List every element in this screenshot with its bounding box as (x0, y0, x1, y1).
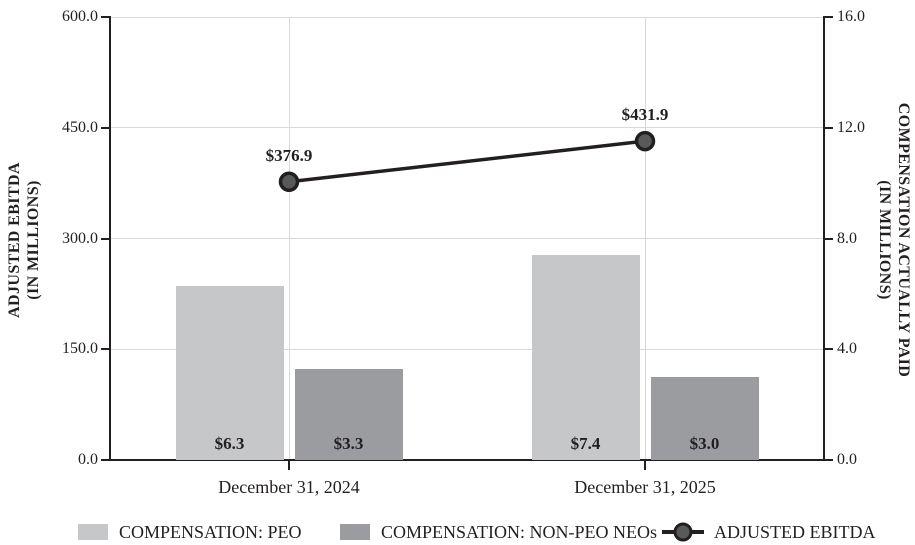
left-axis-tick-label: 300.0 (62, 229, 98, 247)
right-axis-tick (825, 237, 833, 240)
legend-circle-marker-icon (673, 522, 693, 542)
bar-compensation-peo: $6.3 (175, 285, 284, 460)
bar-compensation-peo: $7.4 (531, 255, 640, 460)
left-axis-tick (101, 126, 109, 129)
line-point-value-label: $431.9 (621, 105, 669, 125)
left-axis-tick (101, 459, 109, 461)
left-axis-tick-label: 150.0 (62, 340, 98, 358)
legend-label-ebitda: ADJUSTED EBITDA (714, 522, 876, 542)
bar-value-label: $6.3 (214, 433, 245, 453)
gridline-vertical (288, 17, 290, 460)
legend-item-compensation-non-peo-neos: COMPENSATION: NON-PEO NEOs (340, 521, 657, 543)
left-axis-tick-label: 600.0 (62, 8, 98, 25)
gridline-horizontal (111, 127, 823, 129)
right-axis-tick-label: 0.0 (837, 451, 857, 468)
gridline-vertical (644, 17, 646, 460)
x-axis-line (101, 459, 833, 461)
left-axis-tick (101, 16, 109, 18)
legend-label-peo: COMPENSATION: PEO (119, 522, 302, 542)
legend-swatch-non-peo-icon (340, 524, 370, 540)
right-axis-tick (825, 126, 833, 129)
ebitda-line-path (288, 139, 646, 184)
gridline-horizontal (111, 238, 823, 239)
y-axis-right-line (823, 16, 825, 461)
gridline-horizontal (111, 16, 823, 18)
left-axis-tick-label: 450.0 (62, 118, 98, 136)
left-axis-tick-label: 0.0 (78, 451, 98, 468)
legend-line-marker-icon (662, 522, 704, 542)
bar-compensation-non-peo-neos: $3.3 (294, 368, 403, 460)
category-label: December 31, 2024 (218, 477, 360, 497)
x-axis-tick (644, 460, 646, 470)
line-point-value-label: $376.9 (265, 145, 313, 165)
legend-swatch-peo-icon (78, 524, 108, 540)
right-axis-tick-label: 12.0 (837, 118, 865, 136)
right-axis-tick (825, 16, 833, 18)
bar-value-label: $3.3 (333, 433, 364, 453)
right-axis-tick-label: 16.0 (837, 8, 865, 25)
right-axis-tick (825, 348, 833, 351)
left-axis-tick (101, 348, 109, 351)
bar-compensation-non-peo-neos: $3.0 (650, 376, 759, 460)
y-axis-left-line (109, 16, 111, 461)
x-axis-tick (288, 460, 290, 470)
legend-label-non-peo: COMPENSATION: NON-PEO NEOs (381, 522, 658, 542)
left-axis-tick (101, 237, 109, 240)
legend-item-adjusted-ebitda: ADJUSTED EBITDA (662, 521, 876, 543)
legend-item-compensation-peo: COMPENSATION: PEO (78, 521, 302, 543)
right-axis-tick-label: 8.0 (837, 229, 857, 247)
gridline-horizontal (111, 348, 823, 350)
bar-value-label: $7.4 (570, 433, 601, 453)
category-label: December 31, 2025 (574, 477, 716, 497)
right-axis-tick-label: 4.0 (837, 340, 857, 358)
right-axis-tick (825, 459, 833, 461)
bar-value-label: $3.0 (689, 434, 720, 453)
